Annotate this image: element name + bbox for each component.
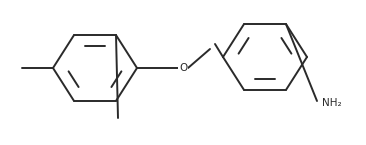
Text: NH₂: NH₂ <box>322 98 341 108</box>
Text: O: O <box>179 63 187 73</box>
